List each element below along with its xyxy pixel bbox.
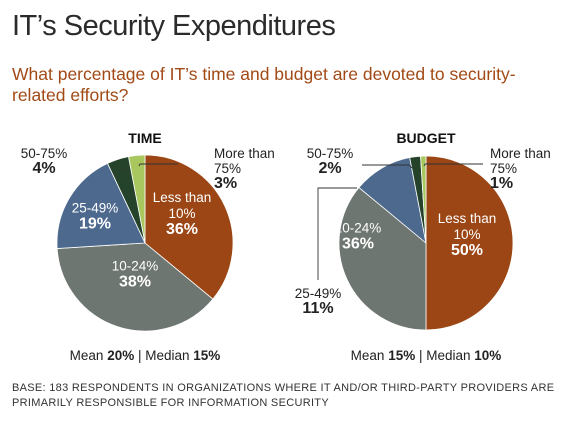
slice-label: 50-75% 2%	[307, 146, 354, 177]
pie-slice	[420, 155, 427, 244]
page-title: IT’s Security Expenditures	[12, 10, 336, 42]
leader-line	[119, 166, 125, 171]
pie-slice	[56, 162, 146, 249]
pie-slice	[128, 154, 146, 244]
pie-slice	[144, 154, 234, 300]
pie-slice	[425, 155, 514, 331]
slice-label: 10-24% 36%	[335, 221, 382, 253]
pie-slice	[56, 242, 214, 332]
leader-line	[423, 163, 483, 167]
slice-label: More than 75% 3%	[214, 146, 275, 192]
pie-time: TIME Less than 10% 36% 10-24% 38% 25-49% 19%50-…	[21, 130, 275, 363]
mean-median: Mean 15% | Median 10%	[351, 348, 502, 363]
leader-line	[317, 187, 357, 280]
leader-line	[138, 163, 178, 167]
pie-slice	[338, 186, 427, 331]
slice-label: 10-24% 38%	[112, 259, 159, 291]
pie-title-budget: BUDGET	[396, 130, 456, 146]
slice-label: Less than 10% 36%	[153, 190, 212, 238]
slice-label: 25-49% 19%	[72, 201, 119, 233]
slice-label: 50-75% 4%	[21, 146, 68, 177]
page-subtitle: What percentage of IT’s time and budget …	[12, 64, 516, 105]
pie-title-time: TIME	[128, 130, 161, 146]
slice-label: 25-49% 11%	[295, 286, 342, 317]
slice-label: More than 75% 1%	[490, 146, 551, 192]
footnote: BASE: 183 RESPONDENTS IN ORGANIZATIONS W…	[12, 382, 555, 409]
pie-budget: BUDGET Less than 10% 50% 10-24% 36% 25-49% 11% 5…	[295, 130, 551, 363]
mean-median: Mean 20% | Median 15%	[70, 348, 221, 363]
slice-label: Less than 10% 50%	[438, 211, 497, 259]
leader-line	[362, 164, 413, 169]
